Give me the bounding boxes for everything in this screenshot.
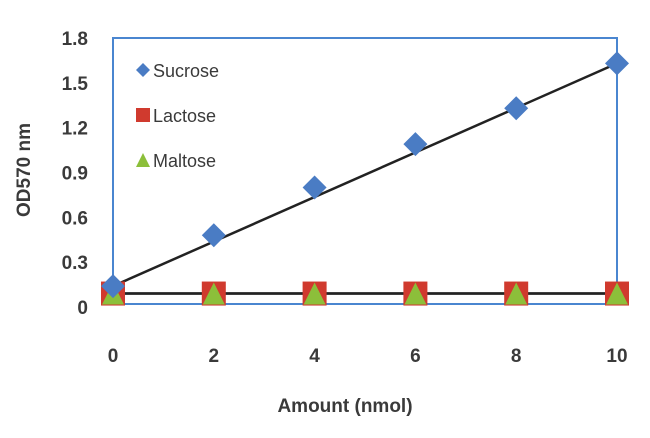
sucrose-point [605, 51, 629, 76]
legend-sucrose-label: Sucrose [153, 61, 219, 81]
maltose-point [202, 282, 225, 305]
sucrose-trendline [112, 62, 618, 288]
y-tick-label: 0.9 [62, 164, 88, 185]
sucrose-point [504, 96, 529, 121]
y-tick-label: 1.2 [62, 119, 88, 140]
y-axis-title: OD570 nm [14, 123, 35, 217]
x-tick-label: 6 [410, 346, 421, 367]
legend-maltose-marker [136, 153, 150, 167]
sucrose-point [201, 223, 226, 248]
x-tick-label: 8 [511, 346, 522, 367]
y-tick-label: 1.8 [62, 29, 88, 50]
y-tick-label: 1.5 [62, 74, 89, 95]
x-tick-label: 2 [209, 346, 220, 367]
sucrose-point [101, 274, 125, 299]
maltose-point [303, 282, 326, 305]
plot-area [112, 37, 618, 305]
x-tick-label: 4 [309, 346, 320, 367]
legend-sucrose-marker [136, 63, 150, 77]
legend-lactose-label: Lactose [153, 106, 216, 126]
maltose-point [505, 282, 528, 305]
y-tick-label: 0.3 [62, 253, 88, 274]
x-tick-label: 0 [108, 346, 119, 367]
legend-maltose-label: Maltose [153, 151, 216, 171]
maltose-point [404, 282, 427, 305]
x-tick-label: 10 [606, 346, 627, 367]
legend-lactose-marker [136, 108, 150, 122]
x-axis-title: Amount (nmol) [277, 396, 412, 417]
maltose-point [606, 282, 628, 305]
sucrose-point [302, 175, 327, 200]
y-tick-label: 0.6 [62, 208, 88, 229]
y-tick-label: 0 [77, 298, 88, 319]
sucrose-point [403, 132, 428, 157]
